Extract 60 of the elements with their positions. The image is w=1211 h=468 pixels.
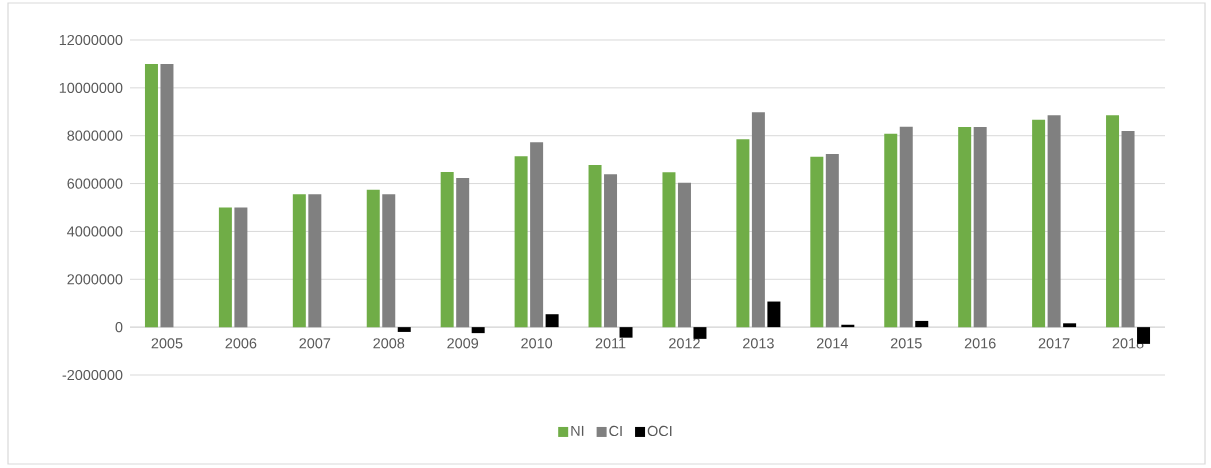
x-tick-label: 2008 (373, 338, 405, 349)
legend-label: CI (609, 425, 622, 437)
bar (530, 142, 544, 328)
bar (545, 314, 559, 328)
bar (160, 63, 174, 328)
y-tick-label: 8000000 (67, 130, 123, 141)
legend-label: NI (571, 425, 584, 436)
x-tick-label: 2007 (299, 338, 331, 349)
bar (366, 189, 380, 328)
y-tick-label: 12000000 (59, 34, 123, 46)
x-tick-label: 2014 (816, 338, 848, 349)
x-tick-label: 2012 (669, 338, 700, 349)
x-tick-label: 2013 (743, 338, 774, 349)
bar (810, 156, 824, 328)
x-tick-label: 2016 (964, 338, 996, 349)
bar (915, 320, 929, 328)
bar (662, 172, 676, 328)
x-tick-label: 2009 (447, 338, 479, 349)
y-tick-label: 4000000 (67, 226, 123, 237)
bar (1063, 323, 1077, 328)
bar (218, 207, 232, 328)
bar (604, 174, 618, 328)
bar (1106, 115, 1120, 328)
bar (144, 63, 158, 328)
bar (514, 156, 528, 328)
bar (440, 172, 454, 328)
bar (382, 194, 396, 328)
bar (751, 112, 765, 328)
y-tick-label: 10000000 (59, 82, 123, 93)
x-tick-label: 2005 (151, 338, 183, 349)
x-tick-label: 2015 (890, 338, 922, 349)
y-tick-label: 0 (115, 322, 123, 333)
y-tick-label: -2000000 (62, 369, 123, 381)
bar (1121, 130, 1135, 328)
x-tick-label: 2006 (225, 338, 257, 349)
legend-label: OCI (647, 425, 672, 437)
x-tick-label: 2017 (1038, 338, 1070, 349)
bar (1032, 119, 1046, 328)
bar (958, 127, 972, 328)
bar (825, 153, 839, 328)
bar (588, 164, 602, 328)
bar (973, 127, 987, 328)
bar (899, 126, 913, 328)
bar (292, 194, 306, 328)
bar (308, 194, 322, 328)
bar (456, 178, 470, 328)
bar (234, 207, 248, 328)
bar (736, 139, 750, 328)
bar (767, 301, 781, 328)
x-tick-label: 2011 (595, 338, 626, 349)
y-tick-label: 2000000 (67, 274, 123, 285)
bar (397, 327, 411, 332)
bar (619, 327, 633, 338)
x-tick-label: 2010 (521, 338, 553, 349)
bar (1047, 115, 1061, 328)
bar (471, 327, 485, 334)
bar (693, 327, 707, 339)
bar (884, 133, 898, 328)
bar (677, 182, 691, 328)
y-tick-label: 6000000 (67, 178, 123, 189)
